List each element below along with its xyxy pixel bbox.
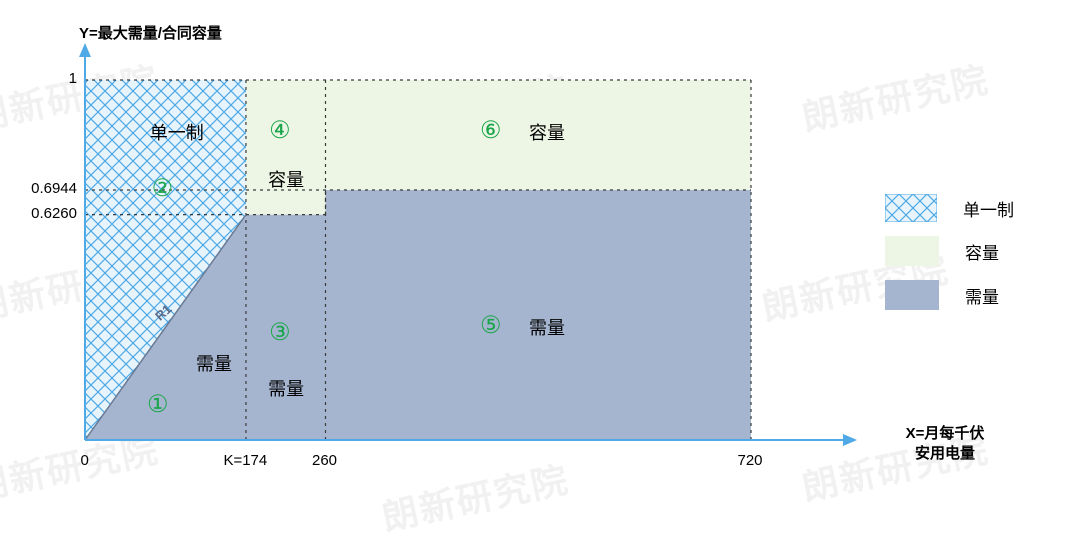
region-num-r3: ③ bbox=[269, 318, 291, 347]
legend-label-1: 容量 bbox=[965, 239, 999, 264]
x-tick-0: 0 bbox=[81, 452, 89, 469]
region-label-r4: 容量 bbox=[268, 166, 304, 192]
x-axis-title: X=月每千伏安用电量 bbox=[885, 424, 1005, 464]
x-axis-title-line2: 安用电量 bbox=[915, 445, 975, 462]
region-label-r6: 容量 bbox=[529, 119, 565, 145]
region-num-r2: ② bbox=[152, 174, 174, 203]
x-tick-260: 260 bbox=[312, 452, 337, 469]
legend: 单一制容量需量 bbox=[885, 180, 1014, 324]
legend-label-2: 需量 bbox=[965, 283, 999, 308]
y-tick-0.6944: 0.6944 bbox=[17, 180, 77, 197]
region-label-r1: 需量 bbox=[196, 350, 232, 376]
x-tick-174: K=174 bbox=[223, 452, 267, 469]
legend-item-1: 容量 bbox=[885, 236, 1014, 266]
legend-swatch-0 bbox=[885, 194, 937, 222]
legend-label-0: 单一制 bbox=[963, 196, 1014, 221]
figure-root: 朗新研究院朗新研究院朗新研究院朗新研究院朗新研究院朗新研究院朗新研究院朗新研究院… bbox=[0, 0, 1080, 534]
region-label-r2: 单一制 bbox=[150, 119, 204, 145]
legend-swatch-2 bbox=[885, 280, 939, 310]
y-axis-title: Y=最大需量/合同容量 bbox=[79, 22, 222, 43]
region-num-r6: ⑥ bbox=[480, 116, 502, 145]
y-tick-1: 1 bbox=[17, 70, 77, 87]
region-label-r3: 需量 bbox=[268, 375, 304, 401]
y-tick-0.626: 0.6260 bbox=[17, 205, 77, 222]
region-num-r1: ① bbox=[147, 390, 169, 419]
x-tick-720: 720 bbox=[738, 452, 763, 469]
legend-item-2: 需量 bbox=[885, 280, 1014, 310]
y-axis-arrow bbox=[79, 43, 91, 57]
legend-swatch-1 bbox=[885, 236, 939, 266]
region-num-r4: ④ bbox=[269, 116, 291, 145]
region-num-r5: ⑤ bbox=[480, 311, 502, 340]
legend-item-0: 单一制 bbox=[885, 194, 1014, 222]
region-r4 bbox=[246, 80, 326, 215]
x-axis-arrow bbox=[843, 434, 857, 446]
region-label-r5: 需量 bbox=[529, 314, 565, 340]
x-axis-title-line1: X=月每千伏 bbox=[906, 425, 985, 442]
